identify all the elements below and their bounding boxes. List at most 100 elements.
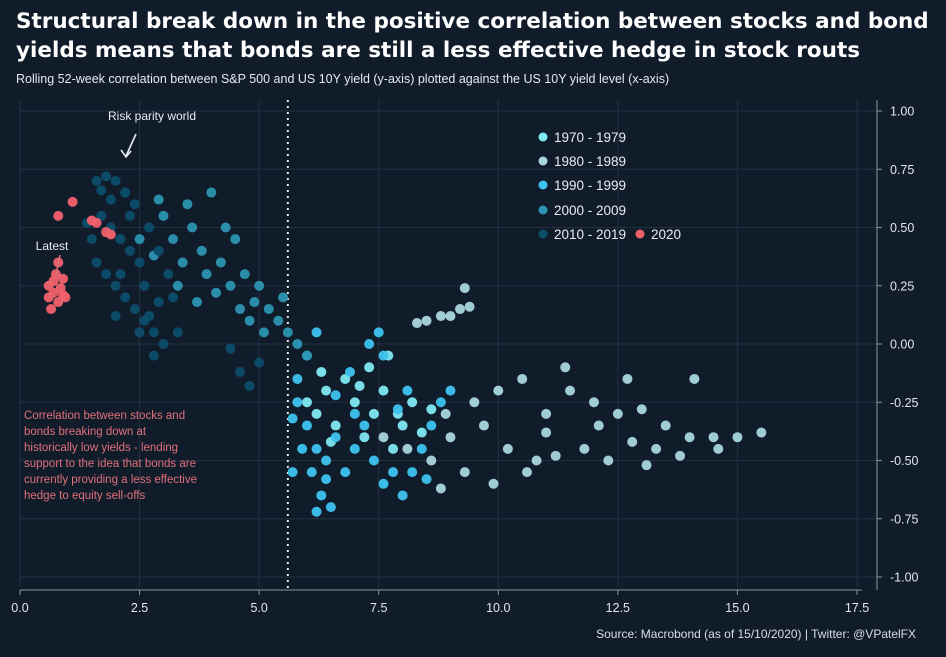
data-point <box>708 432 719 443</box>
data-point <box>493 385 504 396</box>
data-point <box>297 443 308 454</box>
data-point <box>311 408 322 419</box>
data-point <box>58 290 69 301</box>
data-points <box>43 171 767 517</box>
data-point <box>627 436 638 447</box>
data-point <box>541 408 552 419</box>
data-point <box>397 420 408 431</box>
data-point <box>239 269 250 280</box>
x-tick-label: 2.5 <box>131 601 148 615</box>
data-point <box>230 234 241 245</box>
data-point <box>488 478 499 489</box>
data-point <box>364 339 375 349</box>
data-point <box>191 297 202 308</box>
data-point <box>187 222 198 233</box>
annotations: Risk parity world Latest Correlation betwe… <box>24 109 197 502</box>
data-point <box>110 175 121 186</box>
data-point <box>392 404 403 415</box>
y-tick-label: -0.50 <box>890 454 919 468</box>
data-point <box>125 210 136 221</box>
data-point <box>388 467 399 478</box>
data-point <box>220 222 231 233</box>
source-note: Source: Macrobond (as of 15/10/2020) | T… <box>596 627 916 641</box>
data-point <box>211 287 222 298</box>
data-point <box>96 185 107 196</box>
data-point <box>411 318 422 329</box>
data-point <box>125 245 136 256</box>
note-text-line: Correlation between stocks and <box>24 410 185 422</box>
data-point <box>368 408 379 419</box>
data-point <box>550 450 561 461</box>
data-point <box>517 373 528 384</box>
data-point <box>316 490 327 501</box>
data-point <box>359 420 370 431</box>
chart-subtitle: Rolling 52-week correlation between S&P … <box>16 72 670 86</box>
risk-parity-label: Risk parity world <box>108 109 196 123</box>
data-point <box>153 297 164 308</box>
data-point <box>244 315 255 326</box>
data-point <box>373 327 384 338</box>
x-tick-label: 5.0 <box>250 601 267 615</box>
data-point <box>177 257 188 268</box>
data-point <box>445 385 456 396</box>
data-point <box>105 194 116 205</box>
data-point <box>58 273 69 284</box>
data-point <box>689 373 700 384</box>
chart-title: Structural break down in the positive co… <box>16 9 929 63</box>
data-point <box>364 362 375 373</box>
data-point <box>330 420 341 431</box>
data-point <box>292 373 303 384</box>
data-point <box>120 187 131 198</box>
data-point <box>397 490 408 501</box>
y-tick-label: 1.00 <box>890 105 914 119</box>
y-tick-label: 0.50 <box>890 221 914 235</box>
data-point <box>235 304 246 315</box>
data-point <box>378 385 389 396</box>
data-point <box>53 210 64 221</box>
data-point <box>325 502 336 513</box>
data-point <box>330 432 341 443</box>
data-point <box>235 366 246 377</box>
x-tick-label: 0.0 <box>11 601 28 615</box>
data-point <box>521 467 532 478</box>
data-point <box>565 385 576 396</box>
legend-marker <box>635 229 645 239</box>
data-point <box>349 408 360 419</box>
data-point <box>579 443 590 454</box>
data-point <box>86 234 97 245</box>
data-point <box>593 420 604 431</box>
data-point <box>421 315 432 326</box>
data-point <box>603 455 614 466</box>
risk-parity-arrowhead <box>120 149 132 159</box>
data-point <box>153 194 164 205</box>
data-point <box>168 292 179 303</box>
legend-label: 1970 - 1979 <box>554 130 626 145</box>
data-point <box>340 467 351 478</box>
data-point <box>459 283 470 294</box>
data-point <box>416 427 427 438</box>
data-point <box>354 380 365 391</box>
data-point <box>182 199 193 210</box>
data-point <box>91 257 102 268</box>
data-point <box>469 397 480 408</box>
data-point <box>301 397 312 408</box>
x-tick-label: 17.5 <box>845 601 869 615</box>
data-point <box>756 427 767 438</box>
data-point <box>172 327 183 338</box>
data-point <box>144 222 155 233</box>
data-point <box>641 460 652 471</box>
legend-label: 2020 <box>651 227 681 242</box>
data-point <box>129 199 140 210</box>
data-point <box>282 327 293 338</box>
data-point <box>163 269 174 280</box>
legend-label: 2010 - 2019 <box>554 227 626 242</box>
data-point <box>426 404 437 415</box>
note-text-line: historically low yields - lending <box>24 442 178 454</box>
data-point <box>311 327 322 338</box>
data-point <box>168 234 179 245</box>
y-tick-label: -1.00 <box>890 571 919 585</box>
data-point <box>464 301 475 312</box>
data-point <box>435 311 446 322</box>
data-point <box>612 408 623 419</box>
legend-label: 1980 - 1989 <box>554 154 626 169</box>
